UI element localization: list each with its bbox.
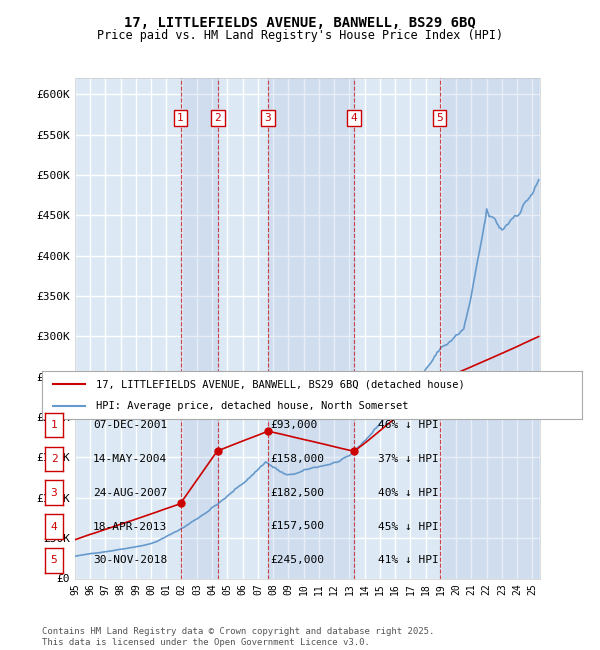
Text: £93,000: £93,000: [270, 420, 317, 430]
Text: 2: 2: [214, 113, 221, 123]
Text: 46% ↓ HPI: 46% ↓ HPI: [378, 420, 439, 430]
Text: 3: 3: [50, 488, 58, 498]
Text: 5: 5: [50, 555, 58, 566]
Text: 1: 1: [177, 113, 184, 123]
Text: £245,000: £245,000: [270, 555, 324, 566]
Text: 07-DEC-2001: 07-DEC-2001: [93, 420, 167, 430]
Text: £182,500: £182,500: [270, 488, 324, 498]
Bar: [181, 78, 218, 578]
Text: 2: 2: [50, 454, 58, 464]
Text: 3: 3: [265, 113, 271, 123]
Text: 30-NOV-2018: 30-NOV-2018: [93, 555, 167, 566]
Text: 24-AUG-2007: 24-AUG-2007: [93, 488, 167, 498]
Text: Price paid vs. HM Land Registry's House Price Index (HPI): Price paid vs. HM Land Registry's House …: [97, 29, 503, 42]
Text: 41% ↓ HPI: 41% ↓ HPI: [378, 555, 439, 566]
Text: 18-APR-2013: 18-APR-2013: [93, 521, 167, 532]
Bar: [268, 78, 354, 578]
Text: 37% ↓ HPI: 37% ↓ HPI: [378, 454, 439, 464]
Text: £158,000: £158,000: [270, 454, 324, 464]
Text: 1: 1: [50, 420, 58, 430]
Bar: [440, 78, 538, 578]
Text: 45% ↓ HPI: 45% ↓ HPI: [378, 521, 439, 532]
Text: 5: 5: [436, 113, 443, 123]
Text: 4: 4: [50, 521, 58, 532]
Text: £157,500: £157,500: [270, 521, 324, 532]
Text: 17, LITTLEFIELDS AVENUE, BANWELL, BS29 6BQ (detached house): 17, LITTLEFIELDS AVENUE, BANWELL, BS29 6…: [96, 379, 465, 389]
Text: 4: 4: [350, 113, 358, 123]
Text: HPI: Average price, detached house, North Somerset: HPI: Average price, detached house, Nort…: [96, 400, 409, 411]
Text: 40% ↓ HPI: 40% ↓ HPI: [378, 488, 439, 498]
Text: 17, LITTLEFIELDS AVENUE, BANWELL, BS29 6BQ: 17, LITTLEFIELDS AVENUE, BANWELL, BS29 6…: [124, 16, 476, 31]
Text: 14-MAY-2004: 14-MAY-2004: [93, 454, 167, 464]
Text: Contains HM Land Registry data © Crown copyright and database right 2025.
This d: Contains HM Land Registry data © Crown c…: [42, 627, 434, 647]
